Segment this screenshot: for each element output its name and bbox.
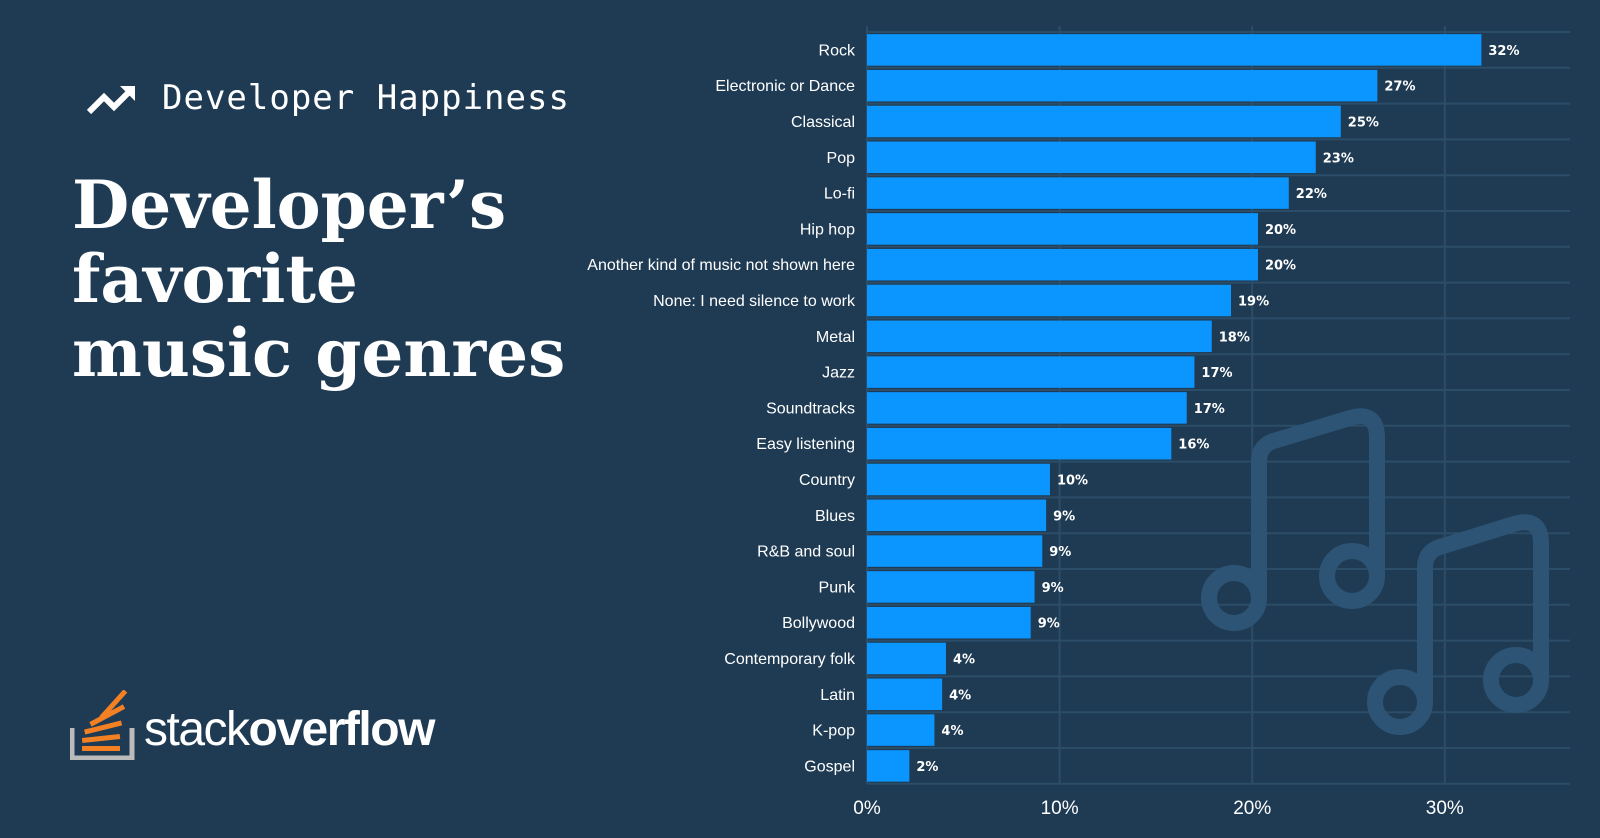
bar xyxy=(867,571,1035,603)
bar-layer xyxy=(867,34,1482,782)
category-label: Jazz xyxy=(822,365,855,382)
page-title: Developer’s favorite music genres xyxy=(72,168,592,390)
value-label: 9% xyxy=(1053,509,1075,524)
category-label: Classical xyxy=(791,114,855,131)
bar xyxy=(867,356,1195,388)
title-line: music genres xyxy=(72,314,566,392)
category-label: K-pop xyxy=(812,723,855,740)
brand-bold: overflow xyxy=(248,703,436,756)
bar xyxy=(867,69,1378,102)
bar xyxy=(867,141,1316,174)
bar xyxy=(867,427,1172,460)
value-label: 20% xyxy=(1265,223,1296,238)
x-tick-label: 10% xyxy=(1041,798,1079,819)
x-axis: 0% 10% 20% 30% xyxy=(853,798,1464,819)
title-line: Developer’s xyxy=(72,166,507,244)
category-label: Pop xyxy=(827,150,856,167)
bar xyxy=(867,535,1043,567)
bar xyxy=(867,248,1258,281)
bar xyxy=(867,105,1341,138)
value-label: 32% xyxy=(1488,44,1519,59)
category-label: Latin xyxy=(820,687,855,704)
value-label: 9% xyxy=(1049,545,1071,560)
value-label: 18% xyxy=(1219,330,1250,345)
bar xyxy=(867,177,1289,209)
bar xyxy=(867,499,1047,532)
x-tick-label: 0% xyxy=(853,798,881,819)
value-label: 19% xyxy=(1238,295,1269,310)
value-label: 17% xyxy=(1194,402,1225,417)
x-tick-label: 20% xyxy=(1233,798,1271,819)
stack-overflow-logo-icon xyxy=(70,690,135,760)
category-label: Contemporary folk xyxy=(724,651,856,668)
bar xyxy=(867,750,910,782)
bar xyxy=(867,284,1232,317)
bar xyxy=(867,392,1187,424)
topic-header: Developer Happiness xyxy=(86,72,570,124)
value-label: 17% xyxy=(1201,366,1232,381)
category-label: Punk xyxy=(819,579,856,596)
value-label: 20% xyxy=(1265,259,1296,274)
value-label: 25% xyxy=(1348,116,1379,131)
grid-layer xyxy=(866,26,1570,785)
category-label: Bollywood xyxy=(782,615,855,632)
category-label: Easy listening xyxy=(756,436,855,453)
bar xyxy=(867,606,1031,639)
bar xyxy=(867,320,1212,353)
category-label: None: I need silence to work xyxy=(653,293,856,310)
title-line: favorite xyxy=(72,240,358,318)
value-label: 4% xyxy=(953,653,975,668)
category-label: Rock xyxy=(819,42,856,59)
trending-up-icon xyxy=(86,86,135,115)
x-tick-label: 30% xyxy=(1426,798,1464,819)
value-label: 4% xyxy=(949,688,971,703)
category-label: Country xyxy=(799,472,855,489)
category-label: Lo-fi xyxy=(824,186,855,203)
value-label: 22% xyxy=(1296,187,1327,202)
category-label: Blues xyxy=(815,508,855,525)
category-label: Gospel xyxy=(804,758,855,775)
stack-overflow-logo: stackoverflow xyxy=(70,690,436,760)
category-label: R&B and soul xyxy=(757,544,855,561)
value-label: 23% xyxy=(1323,151,1354,166)
music-notes-icon xyxy=(1201,408,1549,735)
bar xyxy=(867,714,935,746)
brand-wordmark: stackoverflow xyxy=(144,703,436,756)
value-label: 27% xyxy=(1384,80,1415,95)
bar xyxy=(867,463,1050,496)
category-label: Electronic or Dance xyxy=(715,78,855,95)
brand-light: stack xyxy=(144,703,250,756)
category-label: Soundtracks xyxy=(766,400,855,417)
bar xyxy=(867,678,943,711)
value-label: 2% xyxy=(916,760,938,775)
value-label: 4% xyxy=(941,724,963,739)
value-label: 16% xyxy=(1178,438,1209,453)
category-label: Metal xyxy=(816,329,855,346)
topic-label: Developer Happiness xyxy=(162,78,570,118)
bar xyxy=(867,34,1482,66)
label-layer: Rock 32% Electronic or Dance 27% Classical 25… xyxy=(587,42,1519,775)
value-label: 9% xyxy=(1042,581,1064,596)
bar xyxy=(867,642,946,675)
value-label: 9% xyxy=(1038,617,1060,632)
value-label: 10% xyxy=(1057,474,1088,489)
category-label: Hip hop xyxy=(800,221,855,238)
bar xyxy=(867,213,1258,245)
category-label: Another kind of music not shown here xyxy=(587,257,855,274)
